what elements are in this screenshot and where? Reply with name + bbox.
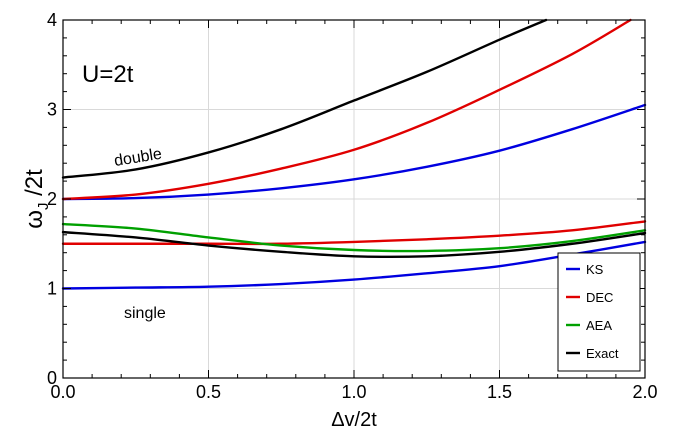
x-tick-label: 0.0 <box>50 382 75 402</box>
legend-box <box>557 252 641 372</box>
y-axis-label-tail: /2t <box>21 169 48 203</box>
exact-series-line <box>61 230 647 259</box>
series-layer <box>61 18 647 290</box>
x-tick-label: 1.5 <box>487 382 512 402</box>
x-axis-label: Δv/2t <box>331 409 377 431</box>
upper-branch-5-series-line <box>61 18 632 201</box>
aea-series-line <box>61 222 647 253</box>
ks-series-line <box>61 240 647 290</box>
x-tick-label: 1.0 <box>341 382 366 402</box>
y-tick-label: 1 <box>47 279 57 299</box>
y-tick-label: 2 <box>47 189 57 209</box>
x-tick-label: 2.0 <box>632 382 657 402</box>
parameter-annotation: U=2t <box>82 61 134 88</box>
dec-series-line <box>61 220 647 246</box>
legend-label-ks: KS <box>586 262 604 277</box>
x-tick-label: 0.5 <box>196 382 221 402</box>
legend-label-aea: AEA <box>586 318 612 333</box>
y-axis-label-subscript: J <box>35 203 52 211</box>
upper-branch-6-series-line <box>61 18 548 179</box>
y-tick-label: 4 <box>47 10 57 30</box>
legend: KS DEC AEA Exact <box>557 252 641 372</box>
upper-branch-4-series-line <box>61 103 647 201</box>
single-branch-label: single <box>124 305 166 322</box>
legend-label-dec: DEC <box>586 290 613 305</box>
y-axis-label: ωJ /2t <box>21 169 52 229</box>
y-axis-label-main: ω <box>21 210 48 229</box>
y-tick-label: 3 <box>47 100 57 120</box>
legend-label-exact: Exact <box>586 346 619 361</box>
y-tick-label: 0 <box>47 368 57 388</box>
tick-layer: 0.0 0.5 1.0 1.5 2.0 0 1 2 3 4 <box>47 10 658 402</box>
